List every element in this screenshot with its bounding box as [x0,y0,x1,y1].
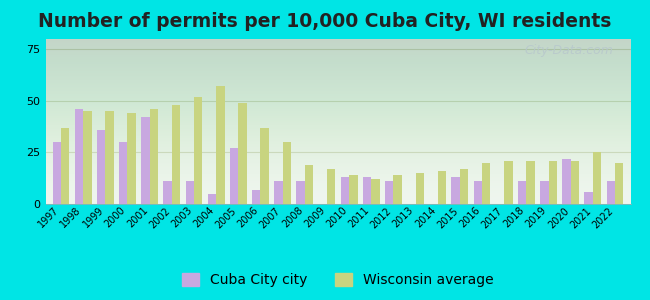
Bar [296,181,305,204]
Bar [252,190,261,204]
Bar [482,163,491,204]
Bar [474,181,482,204]
Bar [208,194,216,204]
Bar [363,177,371,204]
Bar [504,161,513,204]
Bar [606,181,615,204]
Bar [172,105,180,204]
Bar [593,152,601,204]
Bar [185,181,194,204]
Bar [518,181,527,204]
Bar [341,177,349,204]
Bar [305,165,313,204]
Bar [349,175,358,204]
Bar [437,171,446,204]
Bar [216,86,224,204]
Bar [261,128,269,204]
Bar [97,130,105,204]
Bar [615,163,623,204]
Bar [230,148,239,204]
Bar [549,161,557,204]
Bar [150,109,158,204]
Bar [460,169,468,204]
Legend: Cuba City city, Wisconsin average: Cuba City city, Wisconsin average [177,268,499,293]
Bar [75,109,83,204]
Bar [83,111,92,204]
Bar [105,111,114,204]
Bar [526,161,535,204]
Bar [61,128,70,204]
Bar [141,117,150,204]
Bar [283,142,291,204]
Bar [163,181,172,204]
Bar [194,97,202,204]
Bar [571,161,579,204]
Bar [562,159,571,204]
Bar [393,175,402,204]
Bar [127,113,136,204]
Text: Number of permits per 10,000 Cuba City, WI residents: Number of permits per 10,000 Cuba City, … [38,12,612,31]
Bar [452,177,460,204]
Bar [274,181,283,204]
Bar [53,142,61,204]
Bar [239,103,247,204]
Bar [385,181,393,204]
Bar [371,179,380,204]
Bar [540,181,549,204]
Bar [119,142,127,204]
Text: City-Data.com: City-Data.com [524,44,613,57]
Bar [584,192,593,204]
Bar [415,173,424,204]
Bar [327,169,335,204]
